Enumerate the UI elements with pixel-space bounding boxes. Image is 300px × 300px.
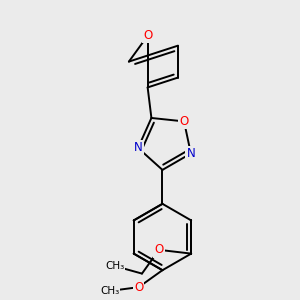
Text: O: O	[179, 115, 189, 128]
Text: O: O	[154, 243, 164, 256]
Text: CH₃: CH₃	[100, 286, 119, 296]
Text: O: O	[143, 29, 152, 42]
Text: O: O	[134, 281, 143, 294]
Text: N: N	[187, 147, 195, 160]
Text: CH₃: CH₃	[105, 261, 124, 271]
Text: N: N	[134, 141, 142, 154]
